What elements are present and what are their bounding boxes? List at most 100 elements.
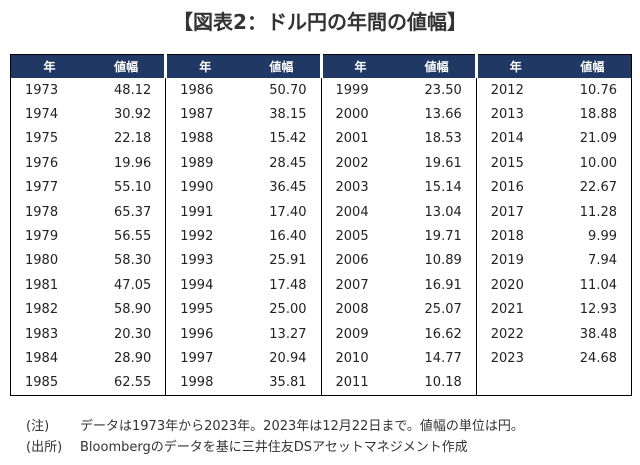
header-row: 年値幅年値幅年値幅年値幅	[10, 54, 632, 78]
range-cell: 16.40	[269, 229, 307, 245]
range-cell: 16.91	[424, 277, 462, 293]
range-cell: 18.88	[579, 107, 617, 123]
table-row: 1975 22.18 1988 15.42 2001 18.53 2014 21.09	[11, 126, 632, 152]
range-cell: 16.62	[424, 326, 462, 342]
note-label: (出所)	[26, 440, 63, 455]
table-row: 1976 19.96 1989 28.45 2002 19.61 2015 10.00	[11, 151, 632, 176]
year-cell: 1993	[165, 248, 244, 274]
year-cell: 2005	[320, 224, 399, 249]
range-cell: 13.04	[424, 204, 462, 220]
range-cell: 21.09	[579, 131, 617, 147]
range-cell: 19.61	[424, 155, 462, 171]
range-cell: 10.18	[424, 375, 462, 391]
range-cell: 19.96	[114, 155, 152, 171]
year-cell: 1974	[25, 107, 59, 123]
range-cell: 12.93	[579, 302, 617, 318]
year-cell: 1979	[25, 229, 59, 245]
range-cell: 20.94	[269, 350, 307, 366]
range-cell: 36.45	[269, 180, 307, 196]
year-cell: 2009	[320, 321, 399, 347]
year-cell: 2001	[320, 126, 399, 152]
year-cell: 1988	[165, 126, 244, 152]
range-cell: 11.04	[579, 277, 617, 293]
range-cell: 35.81	[269, 375, 307, 391]
year-cell: 2012	[475, 78, 554, 103]
range-cell: 25.07	[424, 302, 462, 318]
year-cell: 1982	[25, 302, 59, 318]
range-cell: 65.37	[114, 204, 152, 220]
year-cell: 1987	[165, 102, 244, 127]
table-row: 1978 65.37 1991 17.40 2004 13.04 2017 11.28	[11, 199, 632, 225]
range-cell: 7.94	[588, 253, 617, 269]
range-cell: 13.66	[424, 107, 462, 123]
year-cell: 2004	[320, 199, 399, 225]
notes: (注) データは1973年から2023年。2023年は12月22日まで。値幅の単位…	[26, 416, 524, 458]
table-row: 1977 55.10 1990 36.45 2003 15.14 2016 22.67	[11, 175, 632, 200]
table-row: 1982 58.90 1995 25.00 2008 25.07 2021 12.93	[11, 297, 632, 322]
year-cell: 2011	[320, 370, 399, 396]
range-cell: 18.53	[424, 131, 462, 147]
table-row: 1979 56.55 1992 16.40 2005 19.71 2018 9.99	[11, 224, 632, 249]
year-cell: 2019	[475, 248, 554, 274]
year-cell: 2013	[475, 102, 554, 127]
range-cell: 14.77	[424, 350, 462, 366]
range-cell: 10.00	[579, 155, 617, 171]
year-cell: 2018	[475, 224, 554, 249]
year-cell: 2023	[475, 346, 554, 371]
column-header: 値幅	[243, 54, 321, 78]
range-cell: 10.89	[424, 253, 462, 269]
year-cell: 1994	[165, 273, 244, 298]
range-cell: 20.30	[114, 326, 152, 342]
range-cell: 13.27	[269, 326, 307, 342]
year-cell: 1986	[165, 78, 244, 103]
table-body: 1973 48.12 1986 50.70 1999 23.50 2012 10.76 1974…	[11, 78, 632, 396]
year-cell: 1973	[25, 82, 59, 98]
table-row: 1983 20.30 1996 13.27 2009 16.62 2022 38.48	[11, 321, 632, 347]
year-cell: 1992	[165, 224, 244, 249]
year-cell: 1995	[165, 297, 244, 322]
range-table: 年値幅年値幅年値幅年値幅 1973 48.12 1986 50.70 1999 23.50 2…	[10, 54, 632, 397]
table-row: 1974 30.92 1987 38.15 2000 13.66 2013 18.88	[11, 102, 632, 127]
range-cell: 22.18	[114, 131, 152, 147]
year-cell: 2022	[475, 321, 554, 347]
year-cell: 2000	[320, 102, 399, 127]
year-cell: 1985	[25, 375, 59, 391]
year-cell: 1981	[25, 277, 59, 293]
note: (出所) Bloombergのデータを基に三井住友DSアセットマネジメント作成	[26, 437, 524, 458]
year-cell: 2015	[475, 151, 554, 176]
note-text: データは1973年から2023年。2023年は12月22日まで。値幅の単位は円。	[80, 419, 524, 434]
year-cell: 1975	[25, 131, 59, 147]
title: 【図表2：ドル円の年間の値幅】	[173, 10, 467, 34]
year-cell: 1980	[25, 253, 59, 269]
note-label: (注)	[26, 419, 50, 434]
range-cell: 10.76	[579, 82, 617, 98]
range-cell: 17.40	[269, 204, 307, 220]
range-cell: 62.55	[114, 375, 152, 391]
range-cell: 23.50	[424, 82, 462, 98]
range-cell: 28.90	[114, 350, 152, 366]
range-cell: 17.48	[269, 277, 307, 293]
column-header: 年	[319, 54, 399, 78]
year-cell: 1990	[165, 175, 244, 200]
column-header: 年	[10, 54, 89, 78]
range-cell: 56.55	[114, 229, 152, 245]
range-cell: 28.45	[269, 155, 307, 171]
column-header: 年	[164, 54, 244, 78]
range-cell: 47.05	[114, 277, 152, 293]
year-cell: 2006	[320, 248, 399, 274]
year-cell: 1977	[25, 180, 59, 196]
range-cell: 48.12	[114, 82, 152, 98]
year-cell: 1997	[165, 346, 244, 371]
table-row: 1973 48.12 1986 50.70 1999 23.50 2012 10.76	[11, 78, 632, 103]
range-cell: 15.42	[269, 131, 307, 147]
range-cell: 11.28	[579, 204, 617, 220]
column-header: 値幅	[88, 54, 166, 78]
range-cell	[554, 371, 632, 396]
note-text: Bloombergのデータを基に三井住友DSアセットマネジメント作成	[80, 440, 468, 455]
column-header: 年	[474, 54, 554, 78]
year-cell: 1999	[320, 78, 399, 103]
range-cell: 50.70	[269, 82, 307, 98]
year-cell: 2010	[320, 346, 399, 371]
column-header: 値幅	[398, 54, 477, 78]
range-cell: 15.14	[424, 180, 462, 196]
